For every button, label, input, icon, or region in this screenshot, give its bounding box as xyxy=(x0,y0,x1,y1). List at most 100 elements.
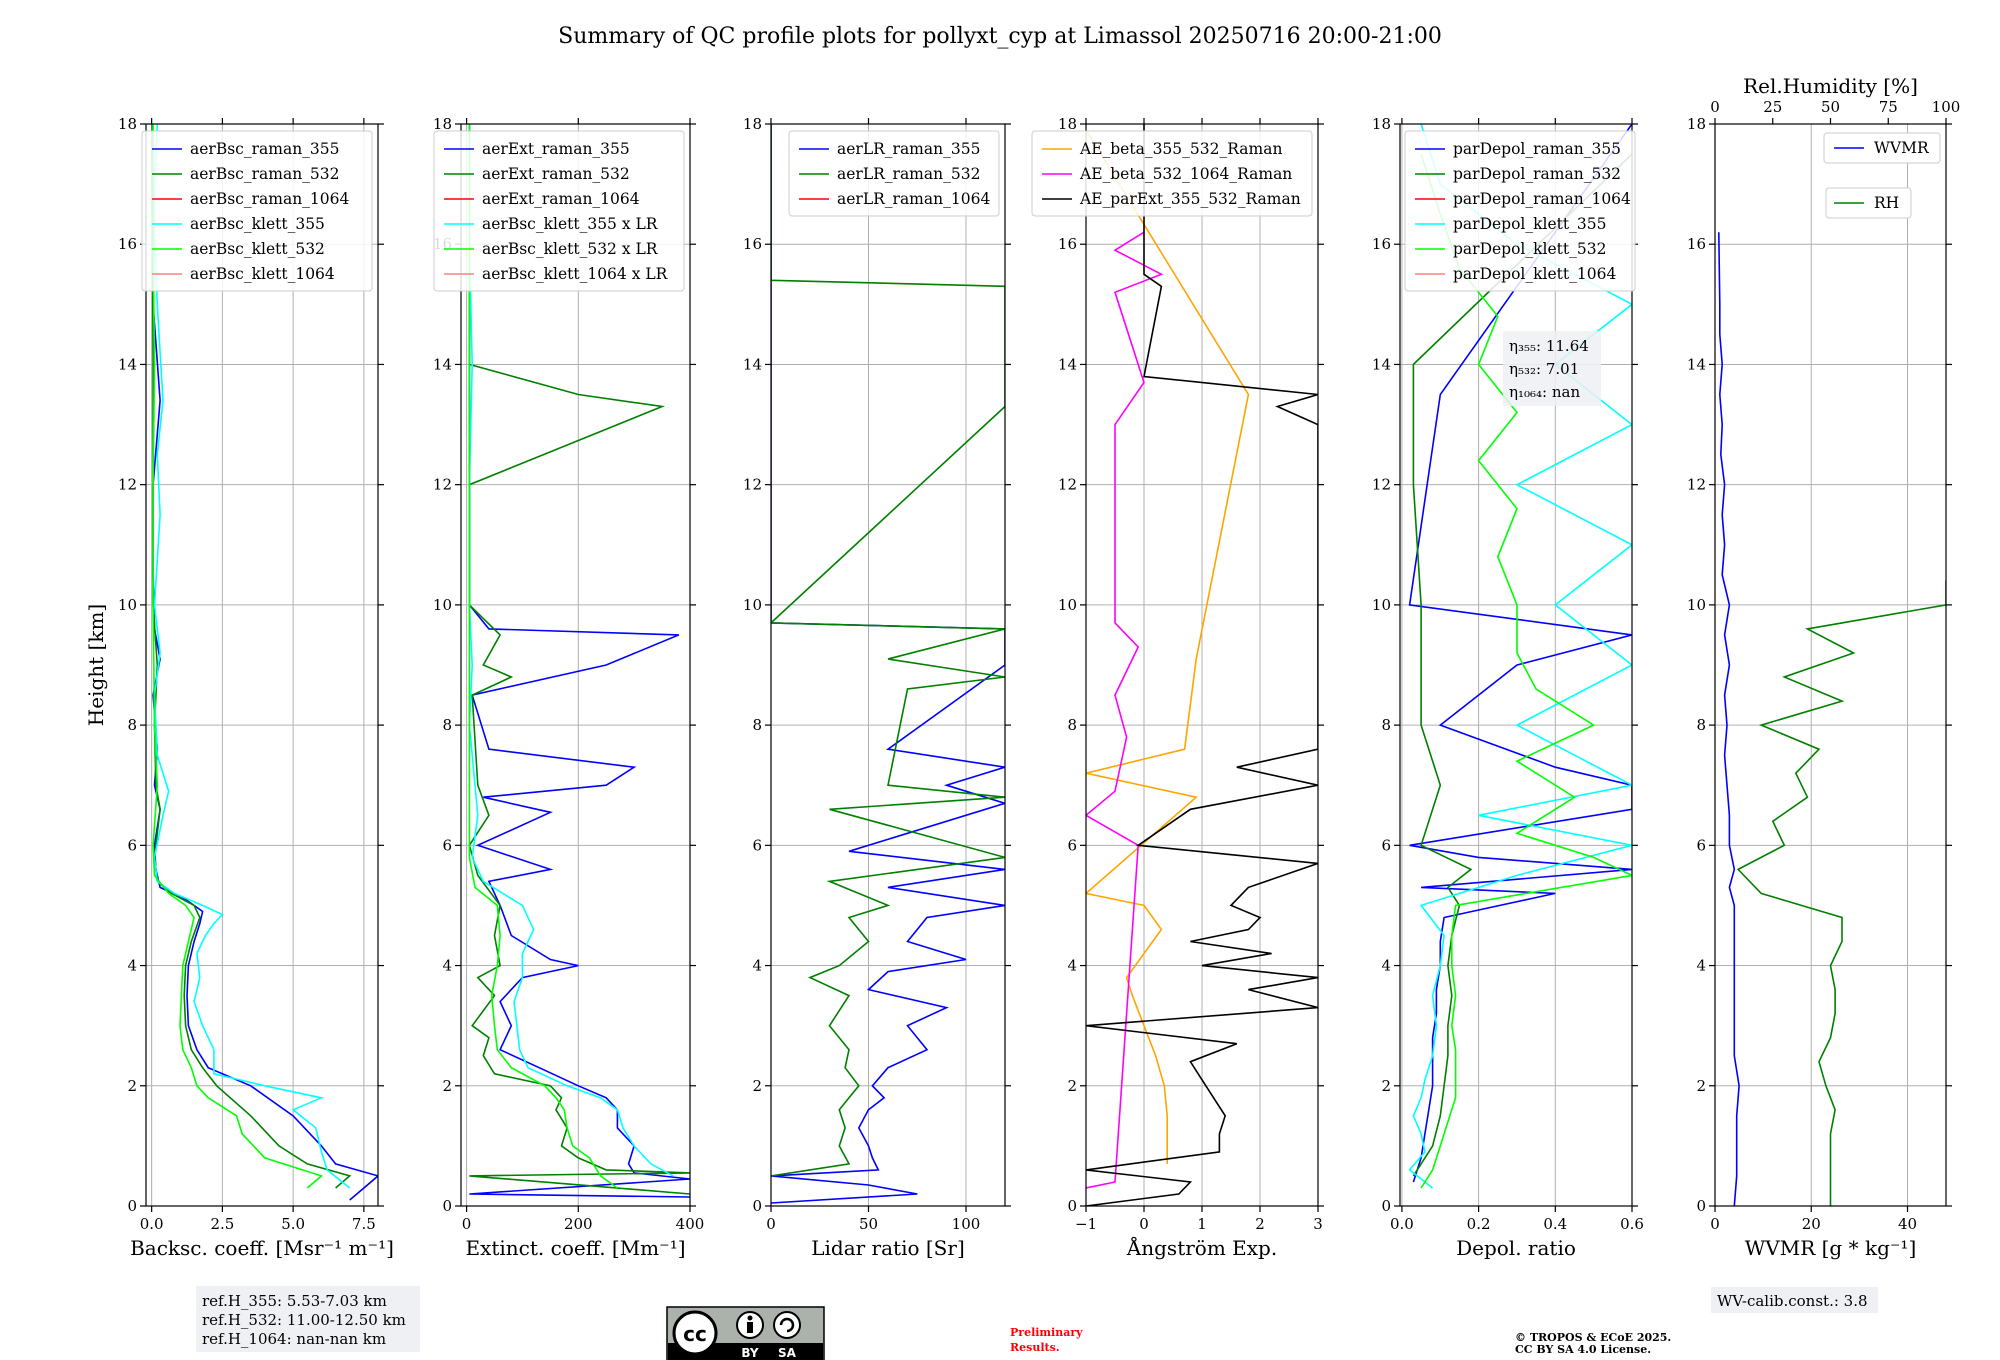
y-tick-label: 10 xyxy=(1372,596,1391,614)
legend-lr: aerLR_raman_355 aerLR_raman_532 aerLR_rama… xyxy=(788,130,1000,217)
legend-label-aerBsc_klett_355: aerBsc_klett_355 xyxy=(190,215,325,233)
x-tick-label: −1 xyxy=(1075,1215,1097,1233)
series-line-aerBsc_klett_532 x LR xyxy=(468,124,618,1189)
x-tick-label: 0 xyxy=(462,1215,472,1233)
legend-label-aerBsc_raman_532: aerBsc_raman_532 xyxy=(190,165,340,183)
y-tick-label: 6 xyxy=(127,836,137,854)
y-tick-label: 14 xyxy=(433,355,452,373)
legend-label-WVMR: WVMR xyxy=(1874,139,1930,157)
legend-bsc: aerBsc_raman_355 aerBsc_raman_532 aerBsc_r… xyxy=(141,130,373,292)
copyright-line1: © TROPOS & ECoE 2025. xyxy=(1515,1331,1671,1344)
y-tick-label: 12 xyxy=(118,476,137,494)
copyright-line2: CC BY SA 4.0 License. xyxy=(1515,1343,1651,1356)
legend-label-aerBsc_klett_532 x LR: aerBsc_klett_532 x LR xyxy=(482,240,659,258)
legend-label-aerBsc_klett_1064 x LR: aerBsc_klett_1064 x LR xyxy=(482,265,669,283)
sa-icon xyxy=(773,1311,801,1339)
y-tick-label: 16 xyxy=(1687,235,1706,253)
legend-label-aerExt_raman_1064: aerExt_raman_1064 xyxy=(482,190,640,208)
y-tick-label: 14 xyxy=(1687,355,1706,373)
legend-box xyxy=(1404,130,1636,292)
y-tick-label: 6 xyxy=(1696,836,1706,854)
y-tick-label: 8 xyxy=(1067,716,1077,734)
y-axis-label: Height [km] xyxy=(84,604,108,726)
x-axis-label: WVMR [g * kg⁻¹] xyxy=(1745,1236,1917,1260)
legend-label-parDepol_raman_1064: parDepol_raman_1064 xyxy=(1453,190,1631,208)
y-tick-label: 12 xyxy=(743,476,762,494)
series-line-aerLR_raman_532 xyxy=(771,124,1005,1177)
refh-box-bg xyxy=(196,1286,420,1352)
y-tick-label: 0 xyxy=(1381,1197,1391,1215)
y-tick-label: 4 xyxy=(127,957,137,975)
legend-label-aerBsc_klett_1064: aerBsc_klett_1064 xyxy=(190,265,335,283)
y-tick-label: 10 xyxy=(433,596,452,614)
legend-label-parDepol_raman_532: parDepol_raman_532 xyxy=(1453,165,1621,183)
x-tick-label: 0.0 xyxy=(1390,1215,1414,1233)
y-tick-label: 6 xyxy=(1381,836,1391,854)
legend-label-AE_parExt_355_532_Raman: AE_parExt_355_532_Raman xyxy=(1079,190,1301,208)
y-tick-label: 2 xyxy=(127,1077,137,1095)
series-line-aerBsc_klett_355 xyxy=(153,124,351,1189)
x-tick-label: 400 xyxy=(676,1215,705,1233)
legend-label-parDepol_klett_1064: parDepol_klett_1064 xyxy=(1453,265,1616,283)
y-tick-label: 18 xyxy=(118,115,137,133)
y-tick-label: 2 xyxy=(752,1077,762,1095)
legend-label-aerBsc_raman_355: aerBsc_raman_355 xyxy=(190,140,340,158)
y-tick-label: 4 xyxy=(442,957,452,975)
cc-license-badge: cc BY SA xyxy=(666,1306,825,1360)
sa-label: SA xyxy=(778,1346,797,1360)
y-tick-label: 14 xyxy=(743,355,762,373)
top-tick-label: 75 xyxy=(1879,98,1898,116)
series-line-parDepol_raman_355 xyxy=(1408,124,1632,1183)
x-tick-label: 20 xyxy=(1802,1215,1821,1233)
panel-wv: 0 20 40 0 2 4 6 8 10 12 14 16 18 WVMR [g * kg⁻¹] 0 25 50… xyxy=(1687,74,1960,1260)
x-axis-label: Extinct. coeff. [Mm⁻¹] xyxy=(465,1236,685,1260)
y-tick-label: 6 xyxy=(1067,836,1077,854)
x-tick-label: 1 xyxy=(1197,1215,1207,1233)
y-tick-label: 12 xyxy=(1687,476,1706,494)
y-tick-label: 16 xyxy=(1058,235,1077,253)
top-tick-label: 25 xyxy=(1763,98,1782,116)
y-tick-label: 18 xyxy=(1058,115,1077,133)
y-tick-label: 4 xyxy=(1067,957,1077,975)
panel-ext: 0200400024681012141618Extinct. coeff. [M… xyxy=(433,115,704,1260)
legend-ae: AE_beta_355_532_Raman AE_beta_532_1064_Ra… xyxy=(1031,130,1313,217)
y-tick-label: 8 xyxy=(1381,716,1391,734)
y-tick-label: 6 xyxy=(442,836,452,854)
y-tick-label: 2 xyxy=(1067,1077,1077,1095)
legend-box xyxy=(1825,187,1912,219)
x-tick-label: 3 xyxy=(1313,1215,1323,1233)
x-tick-label: 2 xyxy=(1255,1215,1265,1233)
y-tick-label: 4 xyxy=(752,957,762,975)
series-line-aerBsc_klett_532 xyxy=(152,124,324,1189)
y-tick-label: 8 xyxy=(442,716,452,734)
by-label: BY xyxy=(741,1346,758,1360)
x-axis-label: Backsc. coeff. [Msr⁻¹ m⁻¹] xyxy=(130,1236,394,1260)
y-tick-label: 12 xyxy=(433,476,452,494)
series-line-WVMR xyxy=(1718,232,1740,1206)
y-tick-label: 10 xyxy=(1687,596,1706,614)
y-tick-label: 14 xyxy=(118,355,137,373)
axes-frame xyxy=(460,123,691,1207)
y-tick-label: 18 xyxy=(743,115,762,133)
y-tick-label: 16 xyxy=(1372,235,1391,253)
refh-info-box: ref.H_355: 5.53-7.03 km ref.H_532: 11.00… xyxy=(196,1286,420,1352)
preliminary-line1: Preliminary xyxy=(1010,1326,1083,1339)
legend-box xyxy=(788,130,1000,217)
panel-bsc: 0.0 2.5 5.0 7.5 0 2 4 6 8 10 12 14 16 18 Backsc. coeff… xyxy=(118,115,394,1260)
y-tick-label: 0 xyxy=(1067,1197,1077,1215)
legend-label-parDepol_klett_532: parDepol_klett_532 xyxy=(1453,240,1606,258)
y-tick-label: 4 xyxy=(1696,957,1706,975)
y-tick-label: 8 xyxy=(1696,716,1706,734)
eta-box: η₃₅₅: 11.64 η₅₃₂: 7.01 η₁₀₆₄: nan xyxy=(1503,331,1601,406)
y-tick-label: 0 xyxy=(127,1197,137,1215)
legend-label-aerBsc_klett_355 x LR: aerBsc_klett_355 x LR xyxy=(482,215,659,233)
x-tick-label: 0.6 xyxy=(1620,1215,1644,1233)
wv-calib-bg xyxy=(1711,1287,1878,1313)
eta-1064: η₁₀₆₄: nan xyxy=(1509,383,1580,401)
y-tick-label: 2 xyxy=(442,1077,452,1095)
legend-wv: WVMR RH xyxy=(1823,132,1941,219)
y-tick-label: 14 xyxy=(1372,355,1391,373)
y-tick-label: 12 xyxy=(1058,476,1077,494)
x-tick-label: 0.4 xyxy=(1543,1215,1567,1233)
